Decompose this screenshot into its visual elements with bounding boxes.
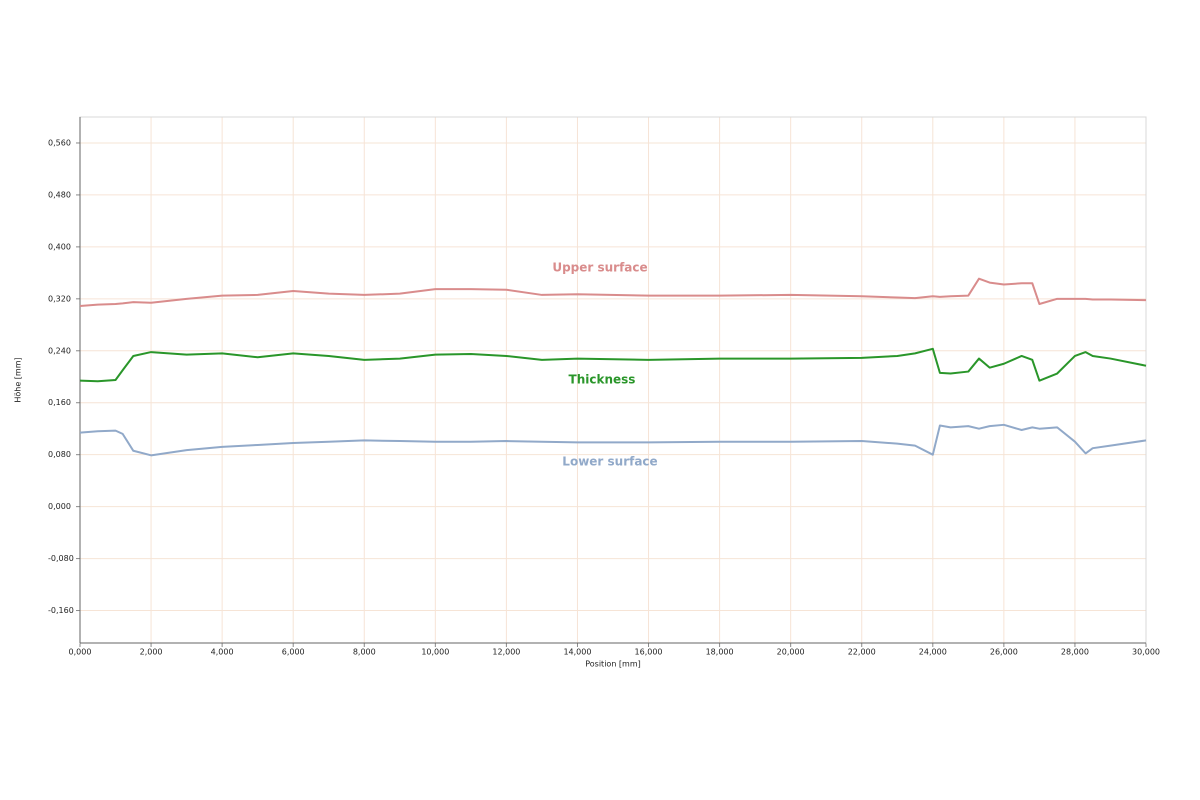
y-tick-label: 0,000 [48,502,71,511]
x-tick-label: 0,000 [69,648,92,657]
y-tick-label: 0,240 [48,346,71,355]
x-tick-label: 10,000 [421,648,449,657]
y-tick-label: 0,480 [48,190,71,199]
x-tick-label: 14,000 [563,648,591,657]
series-line [79,277,1147,307]
y-tick-label: 0,160 [48,398,71,407]
y-tick-label: -0,160 [48,606,74,615]
x-tick-label: 2,000 [140,648,163,657]
x-tick-label: 6,000 [282,648,305,657]
x-tick-label: 12,000 [492,648,520,657]
y-tick-label: 0,560 [48,138,71,147]
x-tick-label: 20,000 [777,648,805,657]
y-tick-label: 0,400 [48,242,71,251]
x-tick-label: 28,000 [1061,648,1089,657]
x-axis-title: Position [mm] [585,660,641,669]
x-tick-label: 18,000 [706,648,734,657]
series-label: Thickness [569,373,636,387]
y-tick-label: 0,080 [48,450,71,459]
y-axis-title: Höhe [mm] [14,357,23,402]
y-tick-label: -0,080 [48,554,74,563]
x-tick-label: 26,000 [990,648,1018,657]
x-tick-label: 22,000 [848,648,876,657]
series-line [79,347,1147,383]
x-tick-label: 16,000 [635,648,663,657]
x-tick-label: 24,000 [919,648,947,657]
series-label: Upper surface [552,261,647,275]
x-tick-label: 8,000 [353,648,376,657]
x-tick-label: 4,000 [211,648,234,657]
series-label: Lower surface [562,455,657,469]
series-line [79,423,1147,457]
y-tick-label: 0,320 [48,294,71,303]
x-tick-label: 30,000 [1132,648,1160,657]
